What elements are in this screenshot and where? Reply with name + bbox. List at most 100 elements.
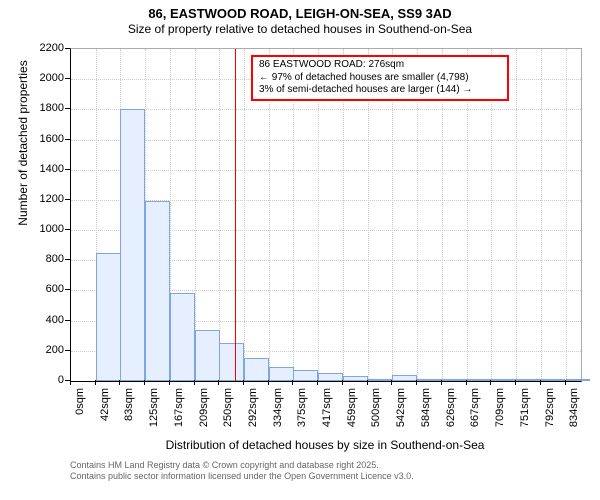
y-tick-label: 600: [24, 283, 64, 295]
grid-line-h: [71, 170, 581, 171]
x-tick-label: 792sqm: [544, 388, 556, 427]
footer-line-2: Contains public sector information licen…: [70, 471, 414, 482]
histogram-bar: [219, 343, 244, 381]
annotation-line: 3% of semi-detached houses are larger (1…: [259, 84, 501, 97]
chart-title: 86, EASTWOOD ROAD, LEIGH-ON-SEA, SS9 3AD: [0, 0, 600, 22]
histogram-bar: [491, 379, 516, 381]
y-tick-label: 1000: [24, 223, 64, 235]
histogram-bar: [318, 373, 343, 381]
annotation-line: 86 EASTWOOD ROAD: 276sqm: [259, 59, 501, 72]
x-tick-mark: [317, 380, 318, 385]
annotation-box: 86 EASTWOOD ROAD: 276sqm← 97% of detache…: [251, 55, 509, 101]
histogram-bar: [120, 109, 145, 381]
histogram-bar: [516, 379, 541, 381]
x-tick-label: 500sqm: [371, 388, 383, 427]
histogram-bar: [293, 370, 318, 381]
y-tick-label: 0: [24, 374, 64, 386]
y-tick-label: 800: [24, 253, 64, 265]
x-tick-label: 709sqm: [494, 388, 506, 427]
x-tick-label: 667sqm: [470, 388, 482, 427]
histogram-bar: [541, 379, 566, 381]
x-tick-label: 125sqm: [148, 388, 160, 427]
histogram-bar: [96, 253, 121, 381]
x-tick-label: 417sqm: [321, 388, 333, 427]
x-tick-mark: [342, 380, 343, 385]
grid-line-v: [244, 49, 245, 381]
x-tick-mark: [292, 380, 293, 385]
grid-line-h: [71, 109, 581, 110]
histogram-bar: [244, 358, 269, 381]
y-tick-mark: [65, 350, 70, 351]
x-tick-label: 42sqm: [99, 388, 111, 421]
grid-line-v: [516, 49, 517, 381]
histogram-bar: [392, 375, 417, 381]
x-tick-mark: [169, 380, 170, 385]
x-tick-mark: [95, 380, 96, 385]
property-size-chart: 86, EASTWOOD ROAD, LEIGH-ON-SEA, SS9 3AD…: [0, 0, 600, 500]
y-tick-mark: [65, 139, 70, 140]
reference-line: [235, 49, 236, 381]
y-tick-mark: [65, 108, 70, 109]
y-tick-label: 1600: [24, 133, 64, 145]
x-tick-label: 250sqm: [222, 388, 234, 427]
x-tick-mark: [268, 380, 269, 385]
chart-footer: Contains HM Land Registry data © Crown c…: [70, 460, 414, 482]
x-tick-mark: [243, 380, 244, 385]
x-axis-label: Distribution of detached houses by size …: [70, 438, 580, 452]
x-tick-label: 334sqm: [272, 388, 284, 427]
x-tick-label: 375sqm: [296, 388, 308, 427]
histogram-bar: [145, 201, 170, 381]
y-tick-label: 2200: [24, 42, 64, 54]
x-tick-label: 83sqm: [123, 388, 135, 421]
x-tick-label: 459sqm: [346, 388, 358, 427]
x-tick-label: 626sqm: [445, 388, 457, 427]
x-tick-mark: [119, 380, 120, 385]
x-tick-mark: [194, 380, 195, 385]
x-tick-mark: [70, 380, 71, 385]
histogram-bar: [269, 367, 294, 381]
y-tick-mark: [65, 48, 70, 49]
x-tick-label: 167sqm: [173, 388, 185, 427]
y-tick-label: 1400: [24, 163, 64, 175]
histogram-bar: [343, 376, 368, 381]
histogram-bar: [566, 379, 591, 381]
x-tick-mark: [441, 380, 442, 385]
x-tick-label: 542sqm: [395, 388, 407, 427]
x-tick-label: 292sqm: [247, 388, 259, 427]
y-tick-mark: [65, 289, 70, 290]
y-tick-label: 400: [24, 314, 64, 326]
plot-area: 86 EASTWOOD ROAD: 276sqm← 97% of detache…: [70, 48, 582, 382]
x-tick-label: 209sqm: [198, 388, 210, 427]
x-tick-label: 0sqm: [74, 388, 86, 415]
histogram-bar: [467, 379, 492, 381]
x-tick-label: 584sqm: [420, 388, 432, 427]
y-tick-label: 200: [24, 344, 64, 356]
grid-line-v: [566, 49, 567, 381]
x-tick-mark: [144, 380, 145, 385]
x-tick-mark: [218, 380, 219, 385]
x-tick-label: 751sqm: [519, 388, 531, 427]
y-tick-mark: [65, 199, 70, 200]
chart-subtitle: Size of property relative to detached ho…: [0, 22, 600, 36]
histogram-bar: [417, 379, 442, 381]
grid-line-v: [541, 49, 542, 381]
x-tick-mark: [540, 380, 541, 385]
x-tick-mark: [416, 380, 417, 385]
y-tick-mark: [65, 169, 70, 170]
x-tick-mark: [515, 380, 516, 385]
x-tick-mark: [565, 380, 566, 385]
x-tick-label: 834sqm: [569, 388, 581, 427]
footer-line-1: Contains HM Land Registry data © Crown c…: [70, 460, 414, 471]
histogram-bar: [170, 293, 195, 381]
y-tick-mark: [65, 78, 70, 79]
histogram-bar: [368, 379, 393, 381]
x-tick-mark: [490, 380, 491, 385]
histogram-bar: [442, 379, 467, 381]
y-tick-label: 1200: [24, 193, 64, 205]
grid-line-h: [71, 140, 581, 141]
x-tick-mark: [466, 380, 467, 385]
y-tick-label: 1800: [24, 102, 64, 114]
y-tick-mark: [65, 259, 70, 260]
x-tick-mark: [367, 380, 368, 385]
y-tick-mark: [65, 229, 70, 230]
